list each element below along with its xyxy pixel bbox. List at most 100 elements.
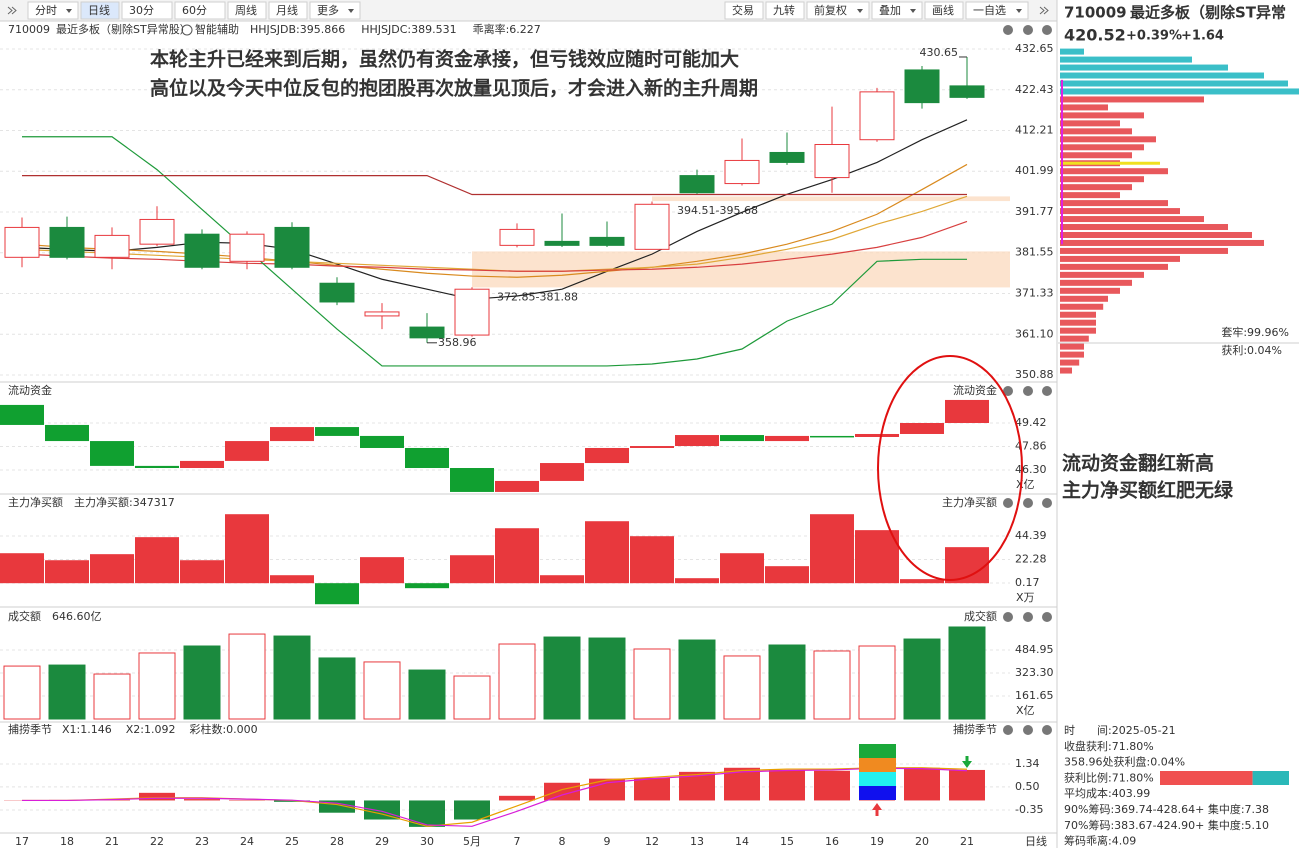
candle-body [49, 226, 85, 258]
chip-bar [1060, 303, 1104, 310]
toolbar-label[interactable]: 一自选 [973, 4, 1006, 17]
toolbar-label[interactable]: 月线 [276, 3, 298, 17]
net-buy-bar [540, 575, 584, 584]
y-tick-label: 49.42 [1015, 416, 1047, 429]
x-tick-label: 15 [780, 835, 794, 848]
chip-bar [1060, 351, 1084, 358]
panel-icon[interactable] [1003, 612, 1013, 622]
toolbar-button[interactable] [268, 1, 308, 20]
toolbar-button[interactable] [924, 1, 964, 20]
price-zone [652, 196, 1010, 202]
trapped-label: 套牢:99.96% [1221, 325, 1289, 339]
toolbar-label[interactable]: 画线 [932, 3, 954, 17]
fund-bar [585, 447, 629, 464]
toolbar-button[interactable] [27, 1, 79, 20]
toolbar-button[interactable] [724, 1, 764, 20]
color-pillar [859, 758, 896, 772]
histogram-bar [769, 769, 805, 801]
panel-icon[interactable] [1042, 725, 1052, 735]
color-pillar [859, 744, 896, 758]
panel-icon[interactable] [1003, 725, 1013, 735]
panel-icon[interactable] [1003, 386, 1013, 396]
y-tick-label: 484.95 [1015, 643, 1054, 656]
candle-body [589, 236, 625, 246]
histogram-bar [184, 799, 220, 801]
assist-label[interactable]: 智能辅助 [195, 22, 239, 36]
chip-bar [1060, 359, 1080, 366]
toolbar-button[interactable] [309, 1, 361, 20]
panel-icon[interactable] [1042, 25, 1052, 35]
candle-body [364, 311, 400, 317]
panel-icon[interactable] [1003, 25, 1013, 35]
chip-bar [1060, 208, 1180, 215]
toolbar-label[interactable]: 更多 [317, 3, 339, 17]
fund-bar [270, 427, 314, 442]
decorations [7, 6, 1049, 816]
toolbar-button[interactable] [871, 1, 923, 20]
highlight-ellipse [877, 355, 1023, 581]
panel-title: 主力净买额 [8, 495, 63, 509]
panel-icon[interactable] [1003, 498, 1013, 508]
chip-bar [1060, 184, 1132, 191]
toolbar-label[interactable]: 周线 [235, 3, 257, 17]
indicator-line [22, 174, 967, 196]
x-tick-label: 22 [150, 835, 164, 848]
toolbar-label[interactable]: 30分 [129, 4, 154, 17]
histogram-bar [904, 767, 940, 801]
expand-icon[interactable] [1039, 6, 1049, 15]
toolbar-button[interactable] [965, 1, 1029, 20]
toolbar-label[interactable]: 分时 [35, 4, 57, 17]
y-tick-label: 381.55 [1015, 246, 1054, 259]
panel-icon[interactable] [1023, 612, 1033, 622]
toolbar-button[interactable] [121, 1, 173, 20]
candle-body [319, 282, 355, 303]
candle-body [454, 288, 490, 336]
indicator-line [21, 163, 968, 278]
net-buy-bar [360, 557, 404, 584]
net-buy-bar [765, 566, 809, 584]
indicator-line [21, 119, 968, 300]
color-pillar [859, 786, 896, 800]
fund-bar [630, 446, 674, 448]
y-tick-label: 432.65 [1015, 42, 1054, 55]
panel-icon[interactable] [1042, 612, 1052, 622]
toolbar-label[interactable]: 日线 [88, 3, 110, 17]
panel-icon[interactable] [1023, 725, 1033, 735]
candle-body [634, 203, 670, 250]
annotation: 流动资金翻红新高 [1062, 452, 1214, 475]
fund-bar [945, 399, 989, 423]
candle-body [274, 226, 310, 268]
toolbar-label[interactable]: 叠加 [879, 4, 901, 17]
panel-title-right: 流动资金 [953, 383, 997, 397]
fund-bar [315, 427, 359, 436]
color-pillar [859, 772, 896, 786]
assist-icon[interactable] [181, 24, 193, 36]
volume-bar [93, 673, 131, 720]
toolbar-label[interactable]: 九转 [773, 3, 795, 17]
chip-bar [1060, 64, 1228, 71]
panel-icon[interactable] [1023, 498, 1033, 508]
panel-icon[interactable] [1023, 386, 1033, 396]
toolbar-button[interactable] [80, 1, 120, 20]
x-tick-label: 24 [240, 835, 254, 848]
y-tick-label: 401.99 [1015, 164, 1054, 177]
panel-icon[interactable] [1042, 386, 1052, 396]
panel-icon[interactable] [1042, 498, 1052, 508]
toolbar-label[interactable]: 60分 [182, 4, 207, 17]
volume-bar [453, 675, 491, 720]
toolbar-label[interactable]: 交易 [732, 3, 754, 17]
volume-bar [948, 626, 986, 720]
panel-icon[interactable] [1023, 25, 1033, 35]
fund-bar [360, 435, 404, 448]
toolbar-button[interactable] [174, 1, 226, 20]
expand-icon[interactable] [7, 6, 17, 15]
histogram-bar [454, 800, 490, 820]
quote-price: 420.52 [1064, 26, 1126, 45]
toolbar-button[interactable] [765, 1, 805, 20]
chip-bar [1060, 295, 1108, 302]
toolbar-button[interactable] [227, 1, 267, 20]
toolbar-label[interactable]: 前复权 [814, 3, 847, 17]
toolbar-button[interactable] [806, 1, 870, 20]
x-tick-label: 12 [645, 835, 659, 848]
